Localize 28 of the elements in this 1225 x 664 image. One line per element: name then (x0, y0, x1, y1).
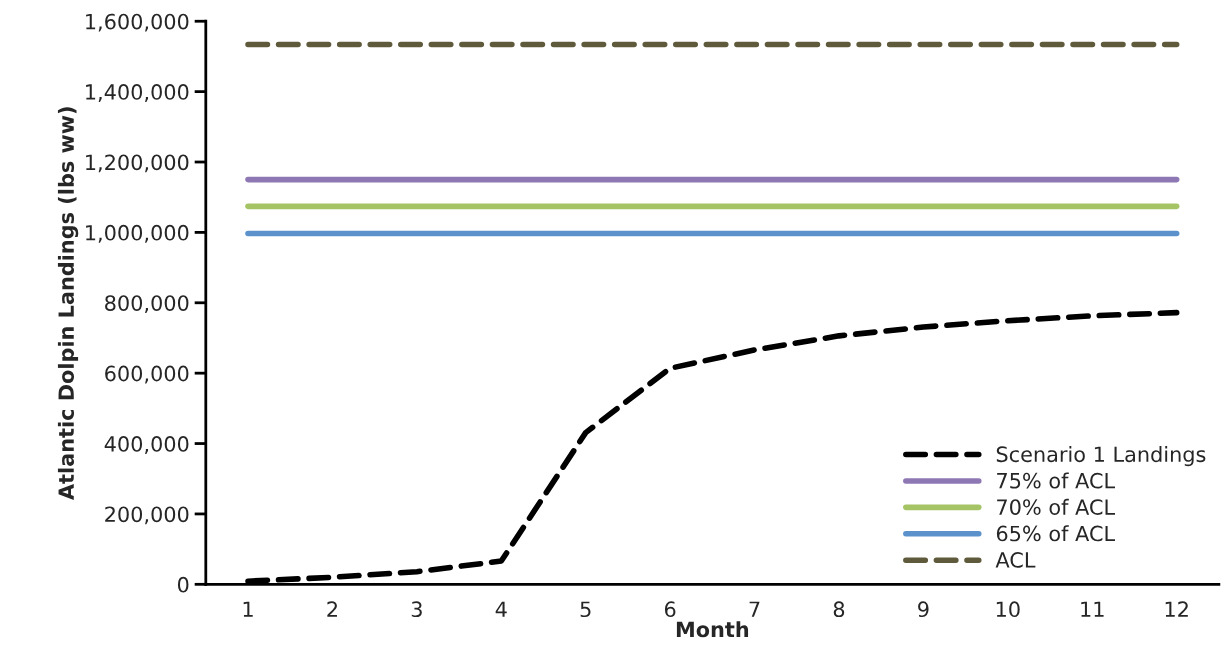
y-tick-label: 800,000 (105, 295, 189, 314)
legend-label: 65% of ACL (996, 525, 1115, 542)
y-tick-label: 600,000 (105, 365, 189, 384)
y-tick-label: 200,000 (105, 506, 189, 525)
y-tick-label: 400,000 (104, 436, 189, 454)
x-tick-label: 9 (918, 601, 929, 618)
y-axis-title: Atlantic Dolpin Landings (lbs ww) (57, 107, 79, 500)
x-tick-label: 8 (833, 601, 845, 618)
x-tick-label: 5 (580, 601, 591, 618)
legend-label: 75% of ACL (997, 472, 1115, 489)
legend-label: ACL (995, 552, 1036, 568)
x-tick-label: 10 (996, 601, 1020, 618)
x-axis-title: Month (676, 621, 749, 638)
y-tick-label: 1,600,000 (86, 13, 189, 32)
legend-label: Scenario 1 Landings (996, 446, 1206, 467)
y-tick-label: 0 (177, 576, 189, 593)
x-tick-label: 3 (411, 601, 422, 618)
x-tick-label: 11 (1081, 601, 1104, 617)
x-tick-label: 7 (749, 601, 760, 617)
x-tick-label: 1 (243, 601, 253, 617)
x-tick-label: 12 (1165, 601, 1188, 617)
x-tick-label: 4 (495, 601, 507, 617)
y-tick-label: 1,400,000 (86, 84, 189, 102)
y-tick-label: 1,200,000 (86, 154, 189, 173)
legend-label: 70% of ACL (997, 498, 1115, 515)
x-tick-label: 2 (327, 601, 337, 617)
x-tick-label: 6 (664, 601, 676, 618)
y-tick-label: 1,000,000 (86, 224, 189, 243)
